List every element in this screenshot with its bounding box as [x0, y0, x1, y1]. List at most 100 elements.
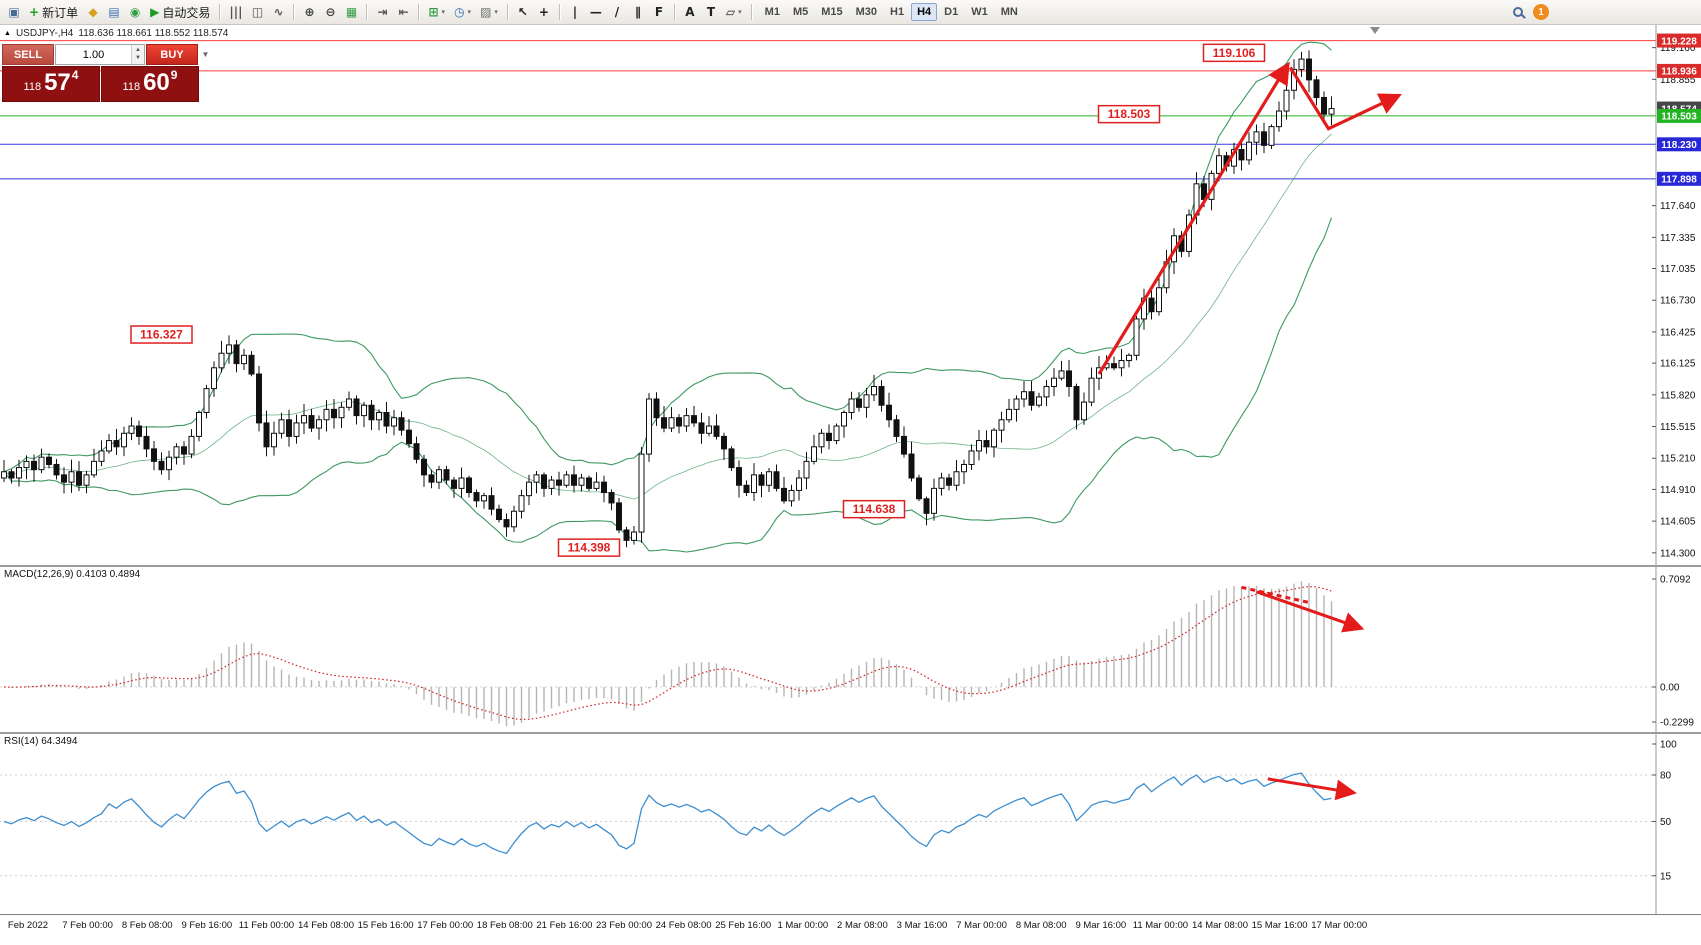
price-axis[interactable]: 119.160 118.855 117.640 117.335 117.035 116.7…: [1652, 33, 1701, 560]
timeframe-h4[interactable]: H4: [911, 3, 938, 21]
svg-text:117.335: 117.335: [1660, 233, 1696, 244]
time-axis[interactable]: Feb 2022 7 Feb 00:00 8 Feb 08:00 9 Feb 16:0…: [0, 914, 1701, 936]
bid-pips: 57: [44, 69, 71, 97]
data-window-icon[interactable]: ▤: [104, 2, 124, 22]
macd-histogram: [10, 581, 1333, 727]
crosshair-icon: +: [538, 5, 549, 19]
tile-windows-icon[interactable]: ▦: [341, 2, 361, 22]
market-watch-icon[interactable]: ◆: [83, 2, 103, 22]
autotrade-button[interactable]: ▶ 自动交易: [146, 2, 214, 22]
ask-pips: 60: [143, 69, 170, 97]
rsi-panel[interactable]: 100 80 50 15 RSI(14) 64.3494: [0, 734, 1701, 914]
chevron-down-icon[interactable]: ▾: [494, 9, 498, 16]
price-badge: 119.228: [1657, 33, 1701, 48]
svg-text:114.605: 114.605: [1660, 517, 1696, 528]
rsi-canvas[interactable]: 100 80 50 15: [0, 734, 1701, 914]
price-badge: 118.503: [1657, 108, 1701, 123]
toolbar-separator: [750, 4, 752, 20]
new-order-button: +: [29, 5, 40, 19]
time-label: 14 Mar 08:00: [1192, 920, 1248, 931]
bid-price-display[interactable]: 118 57 4: [2, 66, 100, 102]
text-icon[interactable]: A: [680, 2, 700, 22]
time-label: 1 Mar 00:00: [777, 920, 829, 931]
chart-shift-marker-icon[interactable]: [1370, 27, 1380, 34]
time-label: 9 Mar 16:00: [1075, 920, 1127, 931]
panel-splitter[interactable]: [0, 732, 1701, 734]
fibonacci-icon[interactable]: F: [649, 2, 669, 22]
timeframe-w1[interactable]: W1: [971, 6, 988, 18]
new-order-button[interactable]: + 新订单: [25, 2, 82, 22]
timeframe-m1[interactable]: M1: [764, 6, 780, 18]
shapes-icon[interactable]: ▱ ▾: [722, 2, 746, 22]
vertical-line-icon[interactable]: |: [565, 2, 585, 22]
panel-splitter[interactable]: [0, 565, 1701, 567]
bollinger-bands: [3, 41, 1333, 553]
timeframe-d1[interactable]: D1: [944, 6, 959, 18]
bid-point: 4: [71, 68, 79, 82]
bar-chart-icon[interactable]: |||: [225, 2, 246, 22]
chevron-down-icon[interactable]: ▾: [441, 9, 446, 16]
line-chart-icon[interactable]: ∿: [268, 2, 288, 22]
main-chart-panel[interactable]: 116.327 114.398 114.638 118.503 119.106 119.1…: [0, 25, 1701, 565]
buy-button[interactable]: BUY: [146, 44, 198, 65]
period-selector-icon[interactable]: ◷ ▾: [450, 2, 475, 22]
trade-panel-collapse-icon[interactable]: ▼: [201, 50, 210, 59]
horizontal-line-icon: —: [589, 5, 602, 19]
cursor-icon[interactable]: ↖: [513, 2, 533, 22]
timeframe-m15[interactable]: M15: [821, 6, 843, 18]
zoom-in-icon[interactable]: ⊕: [299, 2, 319, 22]
volume-input[interactable]: [56, 45, 131, 64]
svg-text:114.638: 114.638: [853, 502, 896, 516]
auto-scroll-icon[interactable]: ⇥: [372, 2, 392, 22]
macd-canvas[interactable]: 0.7092 0.00 -0.2299: [0, 567, 1701, 732]
svg-text:-0.2299: -0.2299: [1660, 718, 1694, 729]
crosshair-icon[interactable]: +: [534, 2, 554, 22]
main-chart-canvas[interactable]: 116.327 114.398 114.638 118.503 119.106 119.1…: [0, 25, 1701, 565]
svg-text:80: 80: [1660, 771, 1672, 782]
macd-panel[interactable]: 0.7092 0.00 -0.2299 MACD(12,26,9) 0.4103 0…: [0, 567, 1701, 732]
volume-up-icon[interactable]: ▲: [135, 46, 141, 53]
chevron-down-icon[interactable]: ▾: [738, 9, 742, 16]
timeframe-mn[interactable]: MN: [1000, 6, 1018, 18]
svg-text:119.228: 119.228: [1661, 36, 1697, 47]
horizontal-line-icon[interactable]: —: [586, 2, 606, 22]
svg-text:117.035: 117.035: [1660, 264, 1696, 275]
volume-down-icon[interactable]: ▼: [135, 54, 141, 61]
template-icon[interactable]: ▨ ▾: [476, 2, 502, 22]
chevron-down-icon[interactable]: ▾: [467, 9, 472, 16]
chart-shift-icon[interactable]: ⇤: [393, 2, 413, 22]
chart-window-icon[interactable]: ▣: [4, 2, 24, 22]
label-icon[interactable]: T: [701, 2, 721, 22]
svg-text:118.936: 118.936: [1661, 67, 1697, 78]
channel-icon[interactable]: ∥: [628, 2, 648, 22]
timeframe-m30[interactable]: M30: [855, 6, 878, 18]
timeframe-toolbar: M1 M5 M15 M30 H1 H4 D1 W1 MN: [759, 3, 1024, 21]
trend-arrow: [1288, 66, 1402, 131]
price-annotation: 119.106: [1202, 43, 1266, 63]
macd-axis[interactable]: 0.7092 0.00 -0.2299: [1652, 575, 1694, 729]
time-label: 25 Feb 16:00: [715, 920, 772, 931]
navigator-icon[interactable]: ◉: [125, 2, 145, 22]
svg-text:118.503: 118.503: [1108, 107, 1151, 121]
toolbar-separator: [558, 4, 560, 20]
symbol-ohlc: 118.636 118.661 118.552 118.574: [78, 28, 229, 39]
symbol-marker-icon: ▲: [4, 30, 11, 37]
search-icon[interactable]: [1513, 7, 1523, 17]
trendline-icon[interactable]: /: [607, 2, 627, 22]
time-label: 9 Feb 16:00: [181, 920, 233, 931]
volume-spinner[interactable]: ▲ ▼: [131, 45, 144, 64]
user-account-badge[interactable]: 1: [1533, 4, 1549, 20]
rsi-axis[interactable]: 100 80 50 15: [1652, 740, 1677, 883]
new-chart-icon[interactable]: ⊞ ▾: [424, 2, 449, 22]
timeframe-h1[interactable]: H1: [890, 6, 905, 18]
sell-button[interactable]: SELL: [2, 44, 54, 65]
timeframe-m5[interactable]: M5: [792, 6, 809, 18]
vertical-line-icon: |: [572, 5, 578, 19]
toolbar-separator: [366, 4, 368, 20]
svg-text:117.640: 117.640: [1660, 201, 1696, 212]
zoom-out-icon[interactable]: ⊖: [320, 2, 340, 22]
svg-text:114.300: 114.300: [1660, 548, 1696, 559]
ask-price-display[interactable]: 118 60 9: [101, 66, 199, 102]
chart-symbol-header: ▲ USDJPY-,H4 118.636 118.661 118.552 118…: [4, 28, 228, 39]
candlestick-chart-icon[interactable]: ◫: [247, 2, 267, 22]
